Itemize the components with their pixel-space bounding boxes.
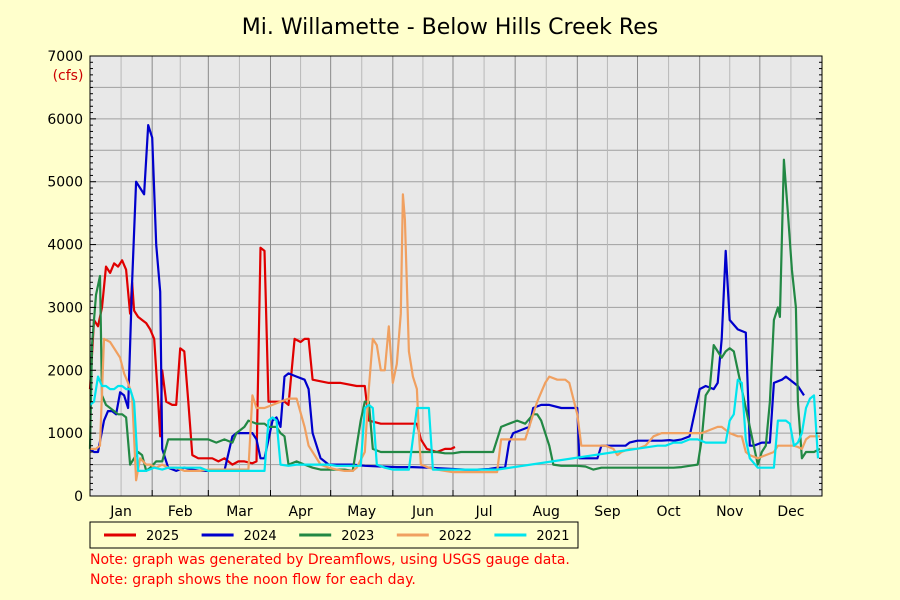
legend-label-2022: 2022: [439, 529, 472, 544]
y-tick-label: 6000: [47, 112, 83, 128]
series-line-2021: [89, 375, 820, 472]
y-tick-label: 4000: [47, 238, 83, 254]
x-month-label: May: [347, 504, 376, 520]
legend-label-2024: 2024: [244, 529, 277, 544]
series-line-2024: [89, 123, 805, 472]
x-axis-month-labels: Jan Feb Mar Apr May Jun Jul Aug Sep Oct Nov Dec: [89, 490, 823, 520]
y-tick-label: 2000: [47, 363, 83, 379]
x-month-label: Aug: [533, 504, 560, 520]
x-month-label: Mar: [226, 504, 253, 520]
x-month-label: Feb: [168, 504, 193, 520]
x-month-label: Apr: [288, 504, 312, 520]
y-tick-label: 3000: [47, 300, 83, 316]
y-tick-label: 0: [74, 489, 83, 505]
note-noon-flow: Note: graph shows the noon flow for each…: [90, 572, 416, 588]
x-month-label: Jan: [109, 504, 132, 520]
legend-label-2025: 2025: [146, 529, 179, 544]
legend-label-2023: 2023: [341, 529, 374, 544]
legend-label-2021: 2021: [536, 529, 569, 544]
x-month-label: Nov: [716, 504, 743, 520]
x-month-label: Dec: [777, 504, 804, 520]
y-axis-ticks: 0 1000 2000 3000 4000 5000 6000 7000: [47, 49, 822, 505]
y-tick-label: 7000: [47, 49, 83, 65]
x-month-label: Jul: [475, 504, 493, 520]
x-month-label: Oct: [656, 504, 681, 520]
x-month-label: Sep: [594, 504, 621, 520]
chart-title: Mi. Willamette - Below Hills Creek Res: [242, 15, 658, 40]
series-line-2023: [88, 158, 821, 472]
legend: 2025 2024 2023 2022 2021: [89, 521, 579, 549]
x-month-label: Jun: [411, 504, 434, 520]
note-dreamflows: Note: graph was generated by Dreamflows,…: [90, 552, 570, 568]
y-axis-unit-label: (cfs): [53, 68, 84, 84]
series-lines: [88, 123, 821, 482]
y-tick-label: 1000: [47, 426, 83, 442]
y-tick-label: 5000: [47, 175, 83, 191]
